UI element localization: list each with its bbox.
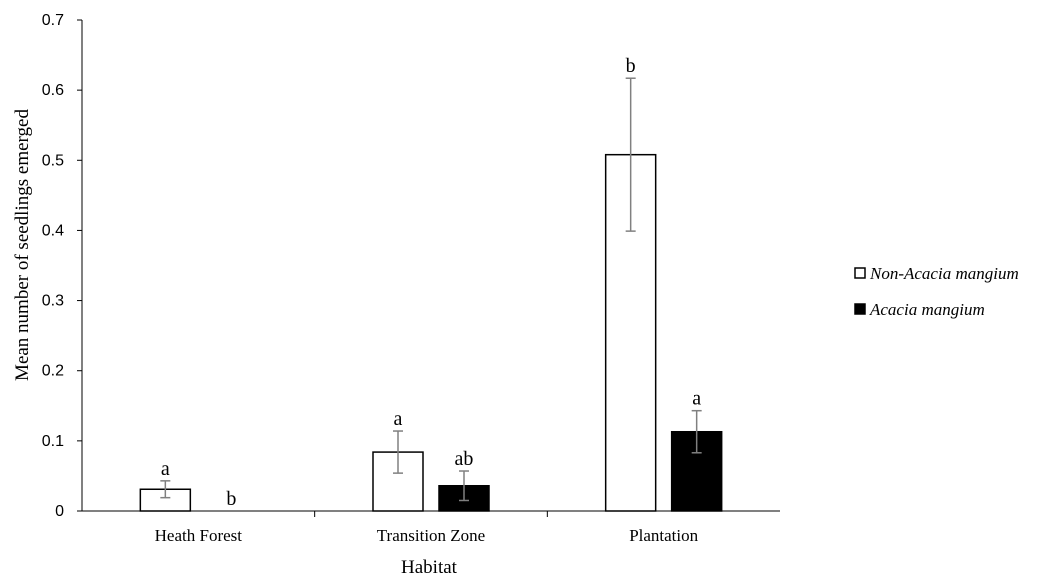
significance-label: b [626,55,636,77]
legend-swatch [854,267,866,279]
significance-label: b [226,488,236,510]
error-bars [160,77,702,502]
x-axis: Heath Forest Transition Zone Plantation [82,510,780,545]
legend-label: Non-Acacia mangium [869,264,1019,283]
y-axis-title: Mean number of seedlings emerged [12,109,33,381]
legend-swatch [854,303,866,315]
significance-label: ab [455,448,474,470]
y-tick-label: 0.5 [42,152,64,169]
legend: Non-Acacia mangium Acacia mangium [854,264,1019,319]
x-tick-label: Plantation [629,526,698,545]
significance-label: a [394,408,403,430]
significance-label: a [692,388,701,410]
y-tick-label: 0.6 [42,82,64,99]
x-tick-label: Transition Zone [377,526,485,545]
y-tick-label: 0.3 [42,293,64,310]
x-axis-title: Habitat [401,557,458,578]
significance-label: a [161,458,170,480]
bars [139,153,723,512]
y-tick-label: 0.2 [42,363,64,380]
y-tick-label: 0.1 [42,433,64,450]
x-tick-label: Heath Forest [155,526,243,545]
legend-label: Acacia mangium [869,300,985,319]
y-tick-label: 0 [55,503,64,520]
y-tick-label: 0.7 [42,12,64,29]
y-axis: 0 0.1 0.2 0.3 0.4 0.5 0.6 0.7 [42,12,83,520]
y-tick-label: 0.4 [42,222,64,239]
